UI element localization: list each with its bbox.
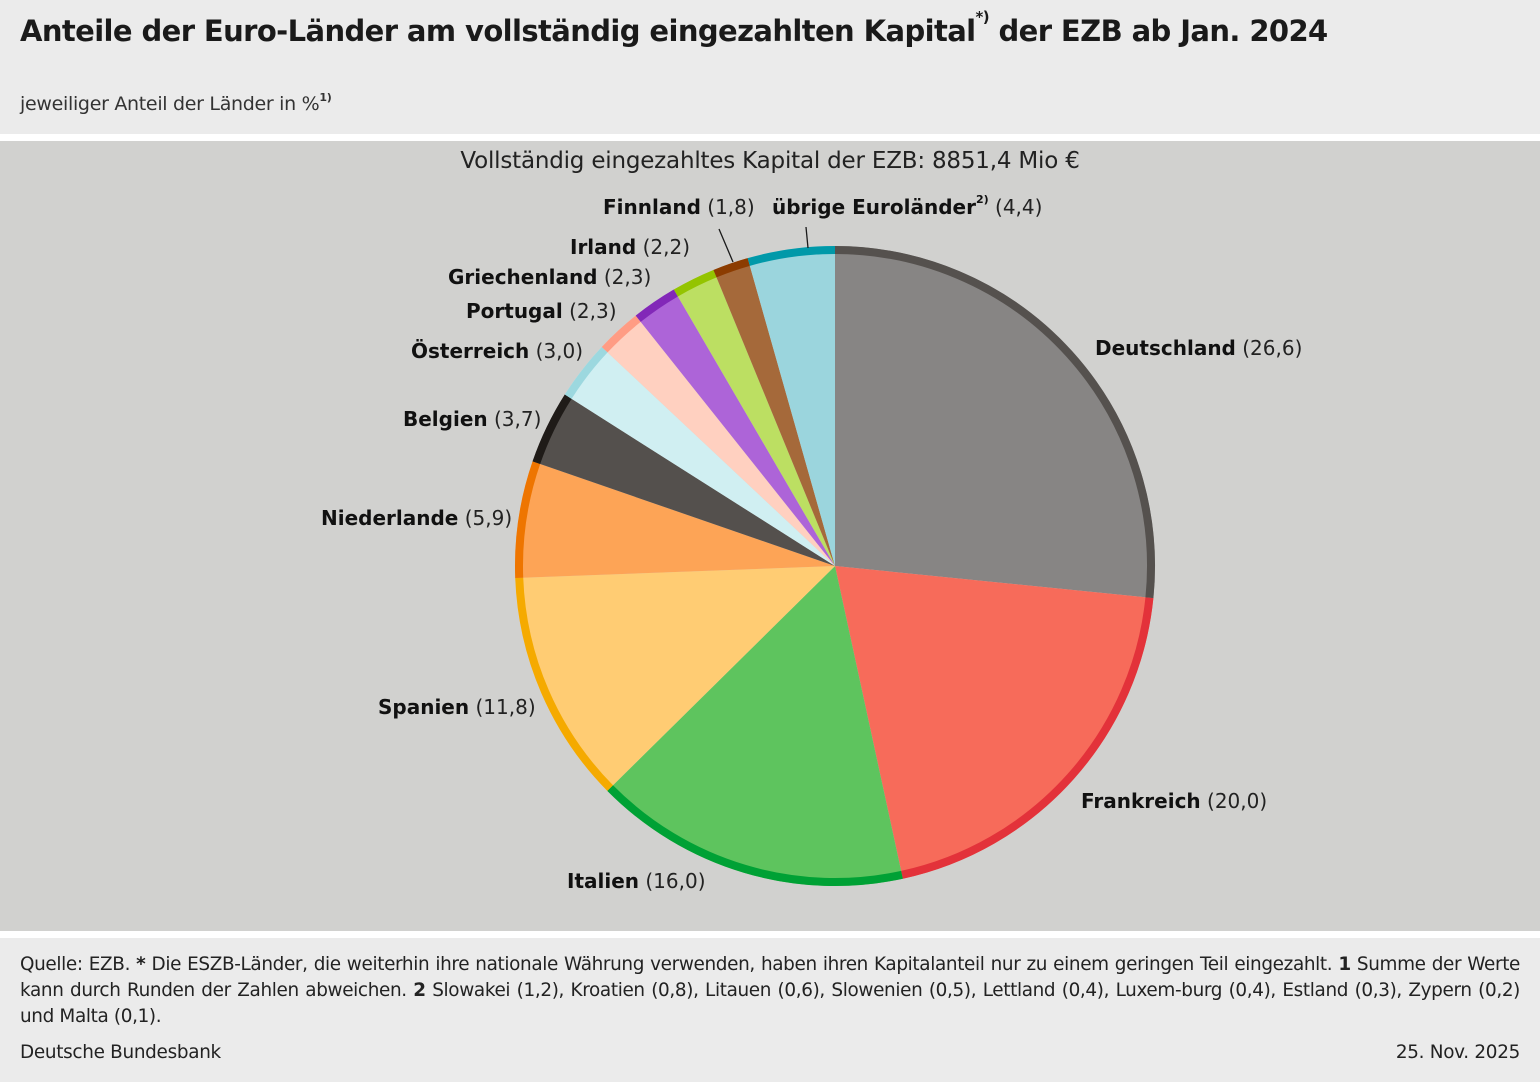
pie-slice-rim-5 (532, 394, 572, 465)
pie-slice-rim-0 (834, 246, 1155, 599)
slice-label-oesterreich: Österreich (3,0) (411, 339, 584, 363)
slice-label-finnland: Finnland (1,8) (603, 195, 755, 219)
pie-slice-rim-8 (635, 289, 678, 322)
pie-slice-rim-10 (713, 258, 750, 278)
pie-slice-rim-2 (607, 785, 903, 886)
slice-label-irland: Irland (2,2) (570, 235, 690, 259)
pie-slices (514, 246, 1155, 887)
slice-label-belgien: Belgien (3,7) (403, 407, 542, 431)
slice-label-deutschland: Deutschland (26,6) (1095, 336, 1303, 360)
pie-slice-1 (835, 566, 1154, 879)
note1-marker: 1 (1338, 954, 1351, 975)
pie-slice-5 (532, 394, 835, 566)
title-main: Anteile der Euro-Länder am vollständig e… (20, 14, 976, 48)
divider-top (0, 134, 1540, 141)
slice-label-spanien: Spanien (11,8) (378, 695, 536, 719)
pie-slice-rim-9 (673, 269, 717, 297)
pie-slice-11 (747, 246, 835, 566)
footer (0, 938, 1540, 1082)
publication-date: 25. Nov. 2025 (1395, 1042, 1520, 1063)
organization: Deutsche Bundesbank (20, 1042, 221, 1063)
pie-slice-rim-6 (564, 346, 608, 399)
chart-title: Vollständig eingezahltes Kapital der EZB… (460, 148, 1080, 174)
note1: Summe der Werte kann durch Runden der Za… (20, 954, 1521, 1001)
pie-slice-2 (607, 566, 903, 887)
subtitle-footnote-marker: 1) (319, 91, 332, 104)
pie-slice-rim-11 (747, 246, 836, 266)
note2: Slowakei (1,2), Kroatien (0,8), Litauen … (20, 980, 1521, 1027)
pie-slice-rim-1 (901, 597, 1154, 879)
divider-bottom (0, 931, 1540, 938)
leader-line-finnland (718, 228, 734, 263)
note2-marker: 2 (413, 980, 426, 1001)
title-end: der EZB ab Jan. 2024 (989, 14, 1329, 48)
pie-slice-7 (601, 315, 835, 566)
slice-label-frankreich: Frankreich (20,0) (1081, 789, 1268, 813)
slice-label-griechenland: Griechenland (2,3) (448, 265, 652, 289)
note-star-marker: * (136, 954, 146, 975)
source-label: Quelle: EZB. (20, 954, 131, 975)
pie-slice-6 (564, 346, 835, 566)
pie-slice-3 (515, 566, 835, 791)
footnotes: Quelle: EZB. * Die ESZB-Länder, die weit… (20, 952, 1520, 1030)
pie-rims (515, 246, 1155, 886)
pie-slice-rim-3 (515, 577, 614, 791)
pie-slice-rim-7 (601, 315, 641, 353)
leader-line-uebrige (805, 226, 809, 249)
title-footnote-marker: *) (975, 8, 990, 26)
slice-label-italien: Italien (16,0) (567, 869, 706, 893)
page-title: Anteile der Euro-Länder am vollständig e… (20, 8, 1329, 48)
pie-slice-0 (835, 246, 1155, 599)
pie-slice-4 (514, 461, 835, 579)
pie-slice-9 (673, 269, 835, 566)
page-subtitle: jeweiliger Anteil der Länder in %1) (20, 91, 332, 115)
header (0, 0, 1540, 134)
subtitle-text: jeweiliger Anteil der Länder in % (20, 93, 320, 115)
slice-label-portugal: Portugal (2,3) (466, 299, 617, 323)
pie-slice-rim-4 (515, 461, 541, 579)
pie-slice-10 (713, 258, 835, 566)
slice-label-uebrige-eurolaender: übrige Euroländer2) (4,4) (772, 193, 1043, 219)
pie-slice-8 (635, 289, 835, 566)
slice-label-niederlande: Niederlande (5,9) (321, 506, 513, 530)
note-star: Die ESZB-Länder, die weiterhin ihre nati… (151, 954, 1333, 975)
